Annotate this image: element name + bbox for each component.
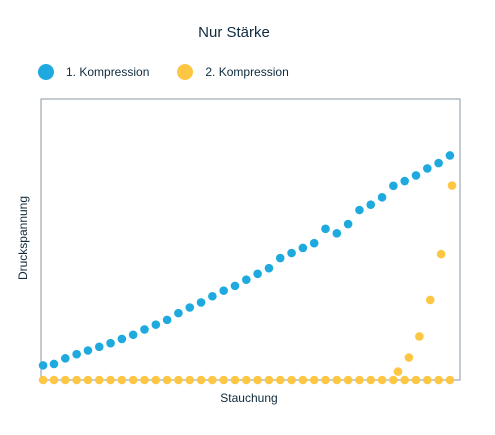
data-point-series-2: [174, 375, 183, 385]
data-point-series-1: [61, 354, 70, 363]
data-point-series-2: [423, 375, 432, 385]
data-point-series-2: [415, 332, 424, 341]
data-point-series-1: [72, 349, 81, 359]
data-point-series-2: [38, 375, 48, 385]
data-point-series-1: [321, 224, 330, 234]
data-point-series-1: [151, 320, 161, 329]
data-point-series-1: [445, 151, 455, 160]
data-point-series-2: [264, 375, 274, 385]
data-point-series-2: [196, 375, 206, 385]
legend-marker-series-1: [38, 64, 54, 80]
data-point-series-2: [83, 375, 93, 385]
data-point-series-1: [162, 315, 172, 325]
data-point-series-2: [366, 375, 376, 385]
data-point-series-2: [72, 375, 81, 385]
data-point-series-2: [389, 375, 398, 385]
legend: 1. Kompression 2. Kompression: [38, 64, 317, 80]
data-point-series-1: [94, 342, 104, 352]
data-point-series-2: [377, 375, 387, 385]
data-point-series-2: [49, 375, 59, 385]
data-point-series-2: [162, 375, 172, 385]
data-point-series-1: [411, 171, 421, 180]
data-point-series-2: [230, 375, 240, 385]
plot-area-frame: [40, 98, 461, 381]
y-axis-label: Druckspannung: [16, 196, 30, 280]
data-point-series-2: [140, 375, 149, 385]
data-point-series-1: [423, 164, 432, 173]
data-point-series-1: [83, 346, 93, 355]
data-point-series-2: [94, 375, 104, 385]
legend-item-series-2: 2. Kompression: [177, 64, 289, 80]
data-point-series-1: [230, 281, 240, 291]
data-point-series-1: [434, 158, 443, 168]
data-point-series-2: [208, 375, 217, 385]
data-point-series-1: [298, 243, 308, 253]
data-point-series-1: [208, 291, 217, 301]
data-point-series-2: [445, 375, 455, 385]
data-point-series-1: [400, 176, 409, 186]
data-point-series-2: [400, 375, 409, 385]
data-point-series-2: [219, 375, 228, 385]
data-point-series-2: [343, 375, 353, 385]
data-point-series-2: [185, 375, 195, 385]
data-point-series-1: [332, 229, 342, 238]
data-point-series-1: [106, 338, 115, 348]
data-point-series-1: [117, 334, 127, 344]
data-point-series-2: [253, 375, 262, 385]
legend-marker-series-2: [177, 64, 194, 80]
data-point-series-1: [38, 361, 48, 370]
data-points: [38, 151, 457, 385]
data-point-series-2: [411, 375, 421, 385]
data-point-series-1: [185, 303, 195, 312]
data-point-series-2: [287, 375, 296, 385]
data-point-series-2: [436, 249, 446, 259]
data-point-series-2: [434, 375, 443, 385]
data-point-series-1: [174, 308, 183, 318]
data-point-series-2: [332, 375, 342, 385]
data-point-series-1: [196, 298, 206, 307]
chart-title: Nur Stärke: [198, 24, 270, 41]
data-point-series-2: [309, 375, 319, 385]
legend-label-series-1: 1. Kompression: [66, 65, 150, 79]
data-point-series-1: [49, 359, 59, 369]
data-point-series-2: [425, 295, 435, 305]
x-axis-label: Stauchung: [220, 391, 277, 405]
data-point-series-2: [404, 353, 414, 362]
data-point-series-2: [106, 375, 115, 385]
data-point-series-1: [343, 219, 353, 229]
data-point-series-2: [298, 375, 308, 385]
data-point-series-2: [321, 375, 330, 385]
data-point-series-2: [447, 181, 457, 190]
legend-item-series-1: 1. Kompression: [38, 64, 149, 80]
data-point-series-1: [389, 181, 398, 191]
legend-label-series-2: 2. Kompression: [205, 65, 289, 79]
data-point-series-1: [128, 330, 138, 340]
data-point-series-1: [377, 193, 387, 202]
data-point-series-2: [117, 375, 127, 385]
data-point-series-2: [393, 367, 403, 376]
data-point-series-1: [264, 263, 274, 273]
data-point-series-1: [275, 253, 285, 263]
data-point-series-2: [275, 375, 285, 385]
data-point-series-2: [128, 375, 138, 385]
data-point-series-2: [355, 375, 364, 385]
data-point-series-1: [287, 248, 296, 258]
data-point-series-1: [309, 238, 319, 248]
data-point-series-1: [253, 269, 262, 279]
data-point-series-1: [366, 200, 376, 209]
data-point-series-1: [355, 205, 364, 215]
data-point-series-2: [61, 375, 70, 385]
data-point-series-1: [140, 325, 149, 334]
data-point-series-2: [242, 375, 251, 385]
data-point-series-1: [242, 275, 251, 284]
data-point-series-1: [219, 286, 228, 295]
data-point-series-2: [151, 375, 161, 385]
